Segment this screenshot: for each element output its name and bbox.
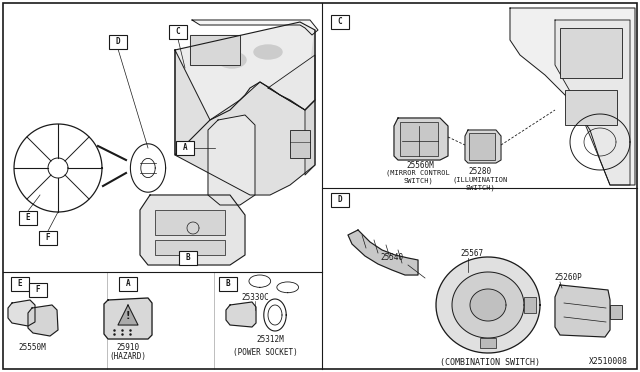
- Text: B: B: [226, 279, 230, 289]
- Polygon shape: [348, 230, 418, 275]
- Bar: [119, 277, 137, 291]
- Bar: [155, 240, 225, 255]
- Polygon shape: [192, 20, 318, 35]
- Text: X2510008: X2510008: [589, 357, 628, 366]
- Text: (POWER SOCKET): (POWER SOCKET): [232, 347, 298, 356]
- Polygon shape: [555, 20, 630, 185]
- Bar: [400, 122, 438, 156]
- Bar: [179, 251, 197, 265]
- Text: C: C: [338, 17, 342, 26]
- Polygon shape: [208, 115, 255, 205]
- Polygon shape: [104, 298, 152, 339]
- Text: D: D: [338, 196, 342, 205]
- Polygon shape: [510, 8, 635, 185]
- Text: C: C: [176, 28, 180, 36]
- Text: 25560M: 25560M: [406, 160, 434, 170]
- Bar: [219, 277, 237, 291]
- Text: F: F: [36, 285, 40, 295]
- Bar: [176, 141, 194, 155]
- Text: (HAZARD): (HAZARD): [109, 353, 147, 362]
- Polygon shape: [436, 257, 540, 353]
- Bar: [331, 15, 349, 29]
- Bar: [155, 210, 225, 235]
- Text: B: B: [186, 253, 190, 263]
- Polygon shape: [175, 22, 315, 155]
- Polygon shape: [305, 30, 315, 175]
- Bar: [39, 231, 57, 245]
- Polygon shape: [470, 289, 506, 321]
- Polygon shape: [268, 55, 315, 110]
- Bar: [565, 90, 617, 125]
- Bar: [29, 283, 47, 297]
- Text: D: D: [116, 38, 120, 46]
- Polygon shape: [394, 118, 448, 160]
- Text: 25260P: 25260P: [554, 273, 582, 282]
- Text: A: A: [125, 279, 131, 289]
- Text: SWITCH): SWITCH): [403, 178, 433, 184]
- Text: 25540: 25540: [380, 253, 404, 263]
- Bar: [19, 211, 37, 225]
- Text: (MIRROR CONTROL: (MIRROR CONTROL: [386, 170, 450, 176]
- Polygon shape: [118, 305, 138, 325]
- Text: 25567: 25567: [460, 248, 484, 257]
- Text: E: E: [18, 279, 22, 289]
- Polygon shape: [452, 272, 524, 338]
- Text: A: A: [182, 144, 188, 153]
- Polygon shape: [28, 305, 58, 336]
- Text: 25330C: 25330C: [241, 294, 269, 302]
- Polygon shape: [8, 300, 35, 326]
- Text: 25910: 25910: [116, 343, 140, 352]
- Text: 25550M: 25550M: [18, 343, 46, 353]
- Polygon shape: [140, 195, 245, 265]
- Text: (ILLUMINATION: (ILLUMINATION: [452, 177, 508, 183]
- Bar: [109, 35, 127, 49]
- Bar: [11, 277, 29, 291]
- Polygon shape: [175, 50, 315, 195]
- Text: 25280: 25280: [468, 167, 492, 176]
- Text: SWITCH): SWITCH): [465, 185, 495, 191]
- Ellipse shape: [218, 52, 246, 68]
- Bar: [290, 130, 310, 158]
- Bar: [190, 35, 240, 65]
- Text: E: E: [26, 214, 30, 222]
- Bar: [610, 305, 622, 319]
- Bar: [190, 35, 240, 65]
- Bar: [469, 133, 495, 160]
- Polygon shape: [465, 130, 501, 163]
- Bar: [524, 297, 536, 313]
- Polygon shape: [555, 285, 610, 337]
- Ellipse shape: [254, 45, 282, 59]
- Bar: [331, 193, 349, 207]
- Text: (COMBINATION SWITCH): (COMBINATION SWITCH): [440, 357, 540, 366]
- Text: F: F: [45, 234, 51, 243]
- Bar: [560, 28, 622, 78]
- Bar: [480, 338, 496, 348]
- Text: 25312M: 25312M: [256, 336, 284, 344]
- Text: !: !: [125, 311, 131, 321]
- Bar: [169, 25, 187, 39]
- Polygon shape: [226, 302, 256, 327]
